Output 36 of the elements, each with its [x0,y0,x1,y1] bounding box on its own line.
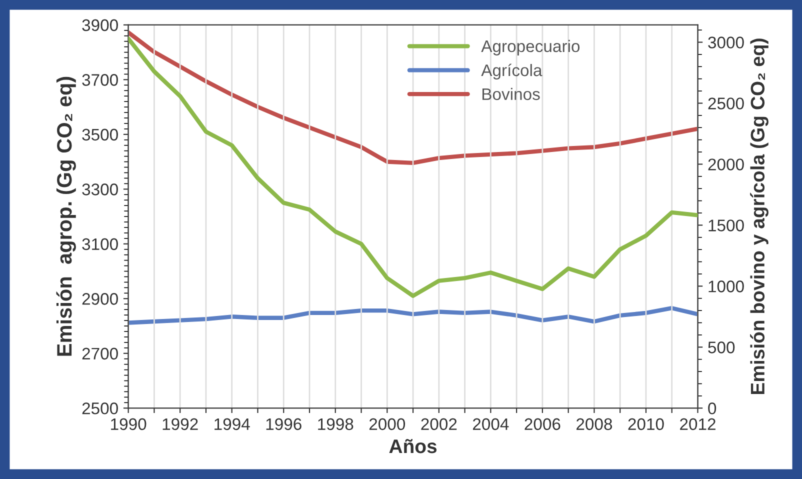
x-tick-label: 2012 [680,418,716,430]
y2-tick-label: 1000 [708,280,744,292]
y2-tick-label: 2000 [708,158,744,170]
x-tick-label: 2004 [472,418,509,430]
line-series [128,306,698,325]
x-tick-label: 2000 [369,418,406,430]
y-axis-title: Emisión agrop. (Gg CO₂ eq) [56,76,76,356]
x-tick-label: 1998 [318,418,354,430]
x-tick-label: 2006 [524,418,560,430]
x-tick-label: 1994 [214,418,250,430]
line-series [128,36,698,298]
legend-label: Agropecuario [481,40,580,56]
x-tick-label: 2002 [421,418,457,430]
y-tick-label: 3900 [82,19,118,32]
y-tick-label: 3700 [82,74,118,86]
x-tick-label: 1996 [266,418,302,430]
y2-tick-label: 500 [708,342,735,354]
y2-tick-label: 0 [708,402,716,414]
y2-tick-label: 2500 [708,98,744,110]
y-tick-label: 3100 [82,238,118,250]
x-tick-label: 1992 [162,418,198,430]
legend-label: Agrícola [481,64,542,80]
y-tick-label: 3500 [82,128,118,141]
y-tick-label: 3300 [82,184,118,196]
x-tick-label: 2010 [628,418,664,430]
y2-axis-title: Emisión bovino y agrícola (Gg CO₂ eq) [750,38,768,394]
y2-tick-label: 3000 [708,36,744,48]
line-series [128,30,698,166]
x-tick-label: 2008 [576,418,612,430]
y2-tick-label: 1500 [708,220,744,232]
y-tick-label: 2700 [82,348,118,360]
y-tick-label: 2500 [82,402,118,414]
x-tick-label: 1990 [111,418,146,430]
y-tick-label: 2900 [82,293,118,305]
legend-label: Bovinos [482,88,540,100]
x-axis-title: Años [389,439,437,454]
